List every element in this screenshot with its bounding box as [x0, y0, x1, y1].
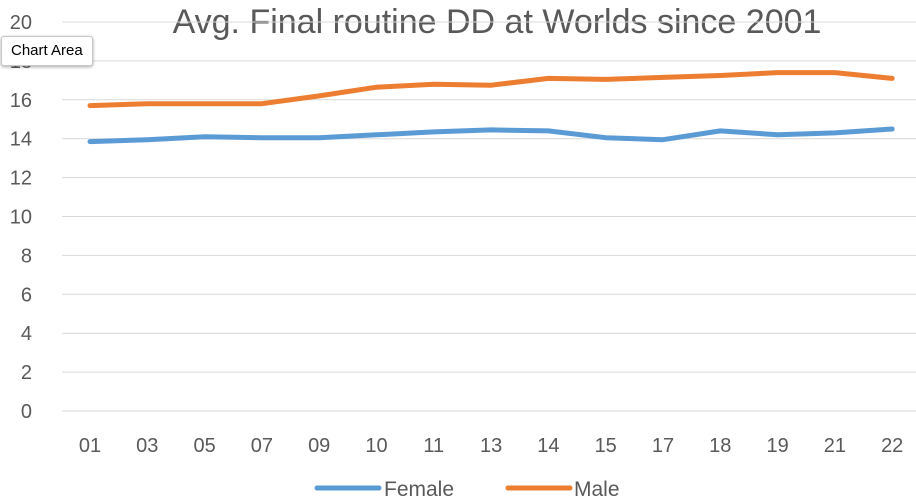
x-axis-ticks: 01 03 05 07 09 10 11 13 14 15 17 18 19 21 22 [79, 435, 903, 457]
x-tick-label: 01 [79, 435, 101, 457]
y-tick-label: 0 [21, 401, 32, 423]
y-tick-label: 20 [10, 12, 32, 34]
y-tick-label: 12 [10, 168, 32, 190]
y-tick-label: 6 [21, 284, 32, 306]
x-tick-label: 09 [308, 435, 330, 457]
legend-label-female: Female [384, 478, 454, 501]
x-tick-label: 03 [136, 435, 158, 457]
y-tick-label: 16 [10, 90, 32, 112]
x-tick-label: 14 [537, 435, 559, 457]
x-tick-label: 15 [595, 435, 617, 457]
y-tick-label: 8 [21, 245, 32, 267]
series-line-male [87, 70, 895, 109]
x-tick-label: 22 [881, 435, 903, 457]
x-tick-label: 05 [193, 435, 215, 457]
x-tick-label: 07 [251, 435, 273, 457]
legend: Female Male [314, 478, 620, 501]
x-tick-label: 18 [709, 435, 731, 457]
x-tick-label: 13 [480, 435, 502, 457]
gridlines [62, 21, 916, 412]
y-tick-label: 2 [21, 362, 32, 384]
x-tick-label: 10 [365, 435, 387, 457]
y-tick-label: 10 [10, 207, 32, 229]
series-lines [87, 70, 895, 145]
y-tick-label: 4 [21, 323, 32, 345]
legend-label-male: Male [574, 478, 620, 501]
x-tick-label: 21 [824, 435, 846, 457]
x-tick-label: 19 [766, 435, 788, 457]
y-tick-label: 14 [10, 129, 32, 151]
x-tick-label: 17 [652, 435, 674, 457]
y-axis-ticks: 02468101214161820 [10, 12, 32, 423]
series-line-female [87, 126, 895, 145]
chart-area-tooltip: Chart Area [1, 36, 93, 66]
x-tick-label: 11 [423, 435, 444, 457]
